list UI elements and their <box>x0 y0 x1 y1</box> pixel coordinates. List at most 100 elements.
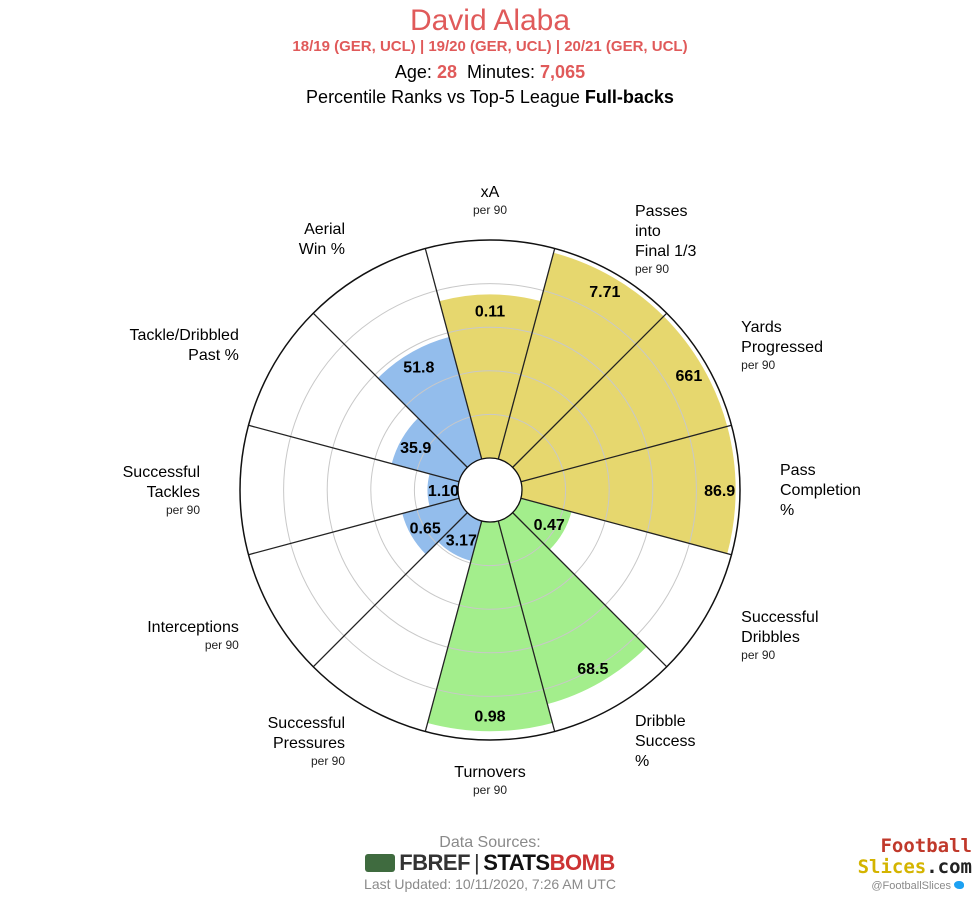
value-label-1: 7.71 <box>589 284 620 301</box>
metric-label-2-line-1: Progressed <box>741 339 823 356</box>
twitter-bird-icon <box>954 881 964 889</box>
player-info: Age: 28 Minutes: 7,065 <box>0 62 980 83</box>
grid-ring-0 <box>413 413 567 567</box>
bar-3 <box>520 426 736 554</box>
spoke-3 <box>520 424 732 483</box>
metric-label-8: Interceptions per 90 <box>147 619 239 652</box>
metric-label-4-line-0: Successful <box>741 609 818 626</box>
age-value: 28 <box>436 62 457 82</box>
spoke-4 <box>520 497 732 556</box>
metric-label-1-line-2: Final 1/3 <box>635 243 696 260</box>
metric-label-7-line-1: Pressures <box>273 735 345 752</box>
metric-label-9-line-0: Successful <box>123 464 200 481</box>
metric-label-3: Pass Completion% <box>780 462 861 519</box>
value-label-5: 68.5 <box>577 661 608 678</box>
metric-label-5: Dribble Success% <box>635 713 695 770</box>
value-label-6: 0.98 <box>474 708 505 725</box>
metric-label-10: Tackle/Dribbled Past % <box>129 327 238 364</box>
twitter-handle: @FootballSlices <box>871 880 964 892</box>
brand-line-1: Football <box>880 835 972 857</box>
metric-label-1-line-1: into <box>635 223 661 240</box>
brand-line-2a: Slices <box>857 856 927 878</box>
chart-title: David Alaba <box>409 4 571 37</box>
statsbomb-logo: STATSBOMB <box>483 850 615 875</box>
grid-ring-1 <box>370 370 610 610</box>
metric-label-3-line-0: Pass <box>780 462 816 479</box>
metric-label-9-line-1: Tackles <box>147 484 200 501</box>
metric-label-11-line-1: Win % <box>299 241 345 258</box>
bar-8 <box>402 498 468 555</box>
minutes-label: Minutes: <box>467 62 536 82</box>
data-sources-label: Data Sources: <box>439 834 541 851</box>
metric-unit-6: per 90 <box>473 783 507 797</box>
value-label-3: 86.9 <box>704 483 735 500</box>
spoke-11 <box>312 312 468 468</box>
spoke-6 <box>497 520 556 732</box>
metric-label-2: Yards Progressed per 90 <box>741 319 823 372</box>
metric-label-10-line-0: Tackle/Dribbled <box>129 327 238 344</box>
metric-label-8-line-0: Interceptions <box>147 619 239 636</box>
metric-label-3-line-1: Completion <box>780 482 861 499</box>
bar-9 <box>427 473 460 507</box>
metric-label-4: Successful Dribbles per 90 <box>741 609 818 662</box>
spoke-2 <box>512 312 668 468</box>
metric-label-4-line-1: Dribbles <box>741 629 800 646</box>
bar-6 <box>427 520 553 732</box>
bar-0 <box>439 294 541 460</box>
radar-outer-ring <box>239 239 741 741</box>
metric-label-11: Aerial Win % <box>299 221 345 258</box>
metric-label-5-line-0: Dribble <box>635 713 686 730</box>
metric-label-5-line-1: Success <box>635 733 695 750</box>
metric-label-7-line-0: Successful <box>268 715 345 732</box>
handle-text: @FootballSlices <box>871 880 951 892</box>
value-label-7: 3.17 <box>446 533 477 550</box>
minutes-value: 7,065 <box>540 62 586 82</box>
metric-unit-1: per 90 <box>635 262 669 276</box>
bar-11 <box>377 336 482 468</box>
grid-ring-2 <box>326 326 654 654</box>
spoke-1 <box>497 248 556 460</box>
radar-center <box>457 457 523 523</box>
metric-label-5-line-2: % <box>635 753 649 770</box>
metric-unit-8: per 90 <box>205 638 239 652</box>
spoke-0 <box>424 248 483 460</box>
metric-unit-4: per 90 <box>741 648 775 662</box>
fbref-logo: FBREF <box>399 850 471 875</box>
bar-4 <box>512 498 572 550</box>
value-label-11: 51.8 <box>403 360 434 377</box>
metric-label-3-line-2: % <box>780 502 794 519</box>
last-updated: Last Updated: 10/11/2020, 7:26 AM UTC <box>364 876 616 892</box>
metric-label-2-line-0: Yards <box>741 319 782 336</box>
spoke-9 <box>248 497 460 556</box>
logo-divider: | <box>474 850 480 875</box>
source-logos: FBREF | STATSBOMB <box>0 850 980 876</box>
metric-label-7: Successful Pressures per 90 <box>268 715 346 768</box>
value-label-10: 35.9 <box>400 440 431 457</box>
metric-label-9: Successful Tackles per 90 <box>123 464 201 517</box>
metric-unit-0: per 90 <box>473 203 507 217</box>
brand-line-2b: .com <box>926 856 972 878</box>
fbref-logo-icon <box>365 854 396 872</box>
metric-label-0: xA per 90 <box>473 184 507 217</box>
spoke-7 <box>424 520 483 732</box>
metric-unit-2: per 90 <box>741 358 775 372</box>
metric-label-6-line-0: Turnovers <box>454 764 525 781</box>
metric-label-6: Turnovers per 90 <box>454 764 525 797</box>
footballslices-logo: Football Slices.com <box>858 836 972 878</box>
bar-5 <box>498 512 647 705</box>
bar-10 <box>391 418 468 482</box>
metric-unit-7: per 90 <box>311 754 345 768</box>
value-label-4: 0.47 <box>534 517 565 534</box>
spoke-8 <box>312 512 468 668</box>
metric-label-1-line-0: Passes <box>635 203 687 220</box>
metric-label-1: Passes into Final 1/3 per 90 <box>635 203 696 276</box>
value-label-8: 0.65 <box>410 520 441 537</box>
metric-label-11-line-0: Aerial <box>304 221 345 238</box>
value-label-2: 661 <box>676 368 703 385</box>
age-label: Age: <box>394 62 432 82</box>
comparison-caption: Percentile Ranks vs Top-5 League Full-ba… <box>0 87 980 108</box>
metric-unit-9: per 90 <box>166 503 200 517</box>
statsbomb-logo-a: STATS <box>483 850 550 875</box>
position-group: Full-backs <box>584 87 674 107</box>
